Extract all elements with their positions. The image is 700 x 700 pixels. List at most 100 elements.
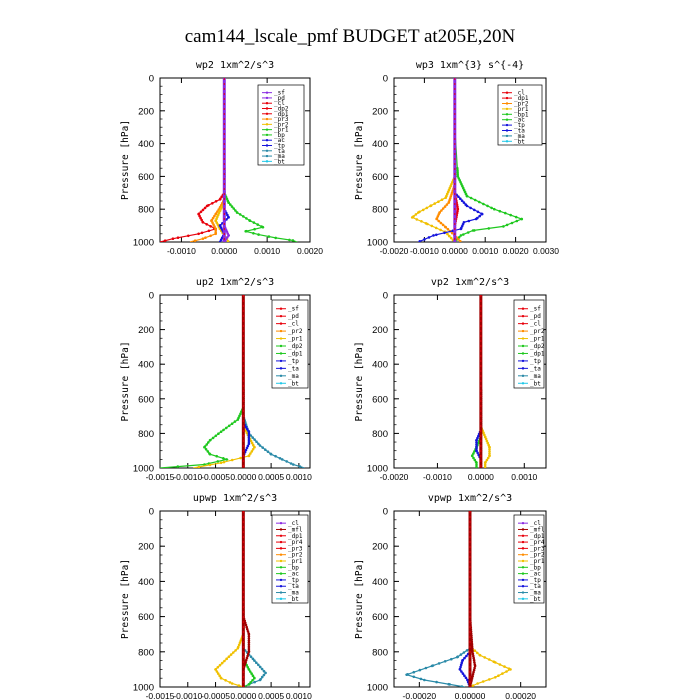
series-marker	[206, 450, 210, 453]
series-marker	[470, 454, 474, 458]
series-marker	[481, 680, 485, 683]
series-marker	[473, 450, 476, 453]
legend-label: _dp1	[274, 111, 289, 118]
series-marker	[488, 678, 491, 681]
series-marker	[257, 233, 260, 236]
legend-marker	[265, 144, 269, 147]
y-tick-label: 600	[138, 612, 154, 623]
y-axis-label: Pressure [hPa]	[120, 559, 131, 639]
series-marker	[421, 208, 425, 212]
legend-label: _sf	[274, 90, 285, 97]
series-marker	[227, 655, 231, 658]
legend-label: _ac	[288, 571, 299, 578]
series-marker	[471, 647, 474, 650]
series-marker	[200, 218, 203, 222]
series-marker	[450, 193, 453, 196]
series-marker	[244, 448, 248, 452]
series-marker	[219, 226, 223, 229]
legend: _sf_pd_cl_pr2_pr1_dp2_dp1_tp_ta_ma_bt	[271, 299, 309, 389]
series-marker	[427, 236, 431, 239]
series-marker	[244, 425, 248, 429]
legend-marker	[279, 572, 283, 575]
figure-title: cam144_lscale_pmf BUDGET at205E,20N	[185, 26, 516, 47]
series-marker	[247, 641, 251, 644]
series-marker	[250, 672, 253, 675]
legend-marker	[521, 559, 525, 563]
series-marker	[225, 657, 228, 661]
series-marker	[247, 440, 251, 444]
legend-label: _tp	[530, 577, 541, 584]
series-marker	[419, 677, 423, 681]
series-marker	[445, 203, 449, 206]
x-tick-label: -0.0010	[173, 472, 202, 482]
legend-label: _dp1	[288, 533, 303, 540]
series-marker	[509, 668, 512, 671]
series-marker	[430, 664, 434, 668]
legend-marker	[279, 547, 283, 550]
series-marker	[483, 463, 487, 467]
series-marker	[213, 225, 216, 228]
y-tick-label: 1000	[133, 683, 154, 694]
series-marker	[487, 227, 491, 230]
series-marker	[225, 230, 229, 233]
series-marker	[239, 456, 242, 460]
series-marker	[245, 625, 248, 629]
series-marker	[230, 205, 234, 208]
series-marker	[410, 216, 414, 219]
legend-marker	[505, 134, 509, 138]
legend-label: _pr3	[274, 116, 289, 123]
series-marker	[258, 678, 262, 682]
series-marker	[460, 661, 464, 664]
series-marker	[510, 221, 514, 225]
series-marker	[214, 668, 217, 671]
series-marker	[201, 208, 205, 212]
series-marker	[488, 450, 491, 453]
legend-label: _tp	[288, 577, 299, 584]
x-tick-label: -0.0010	[167, 246, 196, 256]
series-marker	[262, 669, 266, 673]
series-marker	[248, 670, 252, 673]
legend-label: _pr2	[530, 552, 545, 559]
series-marker	[246, 444, 250, 448]
legend-label: _tp	[514, 122, 525, 129]
series-marker	[459, 197, 462, 200]
y-tick-label: 0	[149, 291, 154, 302]
series-marker	[249, 439, 253, 443]
series-marker	[262, 673, 266, 677]
series-marker	[291, 239, 295, 242]
series-marker	[225, 458, 228, 461]
x-tick-label: 0.0010	[472, 246, 498, 256]
panel-4: vp2 1xm^2/s^3 Pressure [hPa] 0 200 400 600 800…	[354, 277, 547, 482]
series-marker	[465, 194, 469, 198]
series-marker	[292, 463, 295, 466]
series-marker	[251, 436, 254, 439]
series-marker	[475, 449, 478, 453]
series-marker	[252, 443, 255, 447]
series-marker	[247, 650, 251, 654]
series-marker	[464, 192, 468, 196]
series-marker	[237, 643, 241, 647]
series-marker	[225, 197, 229, 200]
series-marker	[203, 206, 207, 210]
series-marker	[218, 674, 221, 677]
series-marker	[471, 650, 474, 654]
series-marker	[476, 210, 480, 214]
series-marker	[218, 240, 222, 242]
x-tick-label: 0.0000	[468, 472, 494, 482]
series-marker	[460, 670, 463, 673]
series-marker	[480, 212, 484, 216]
series-marker	[455, 203, 459, 206]
series-marker	[490, 206, 493, 210]
legend-marker	[279, 585, 283, 588]
series-marker	[289, 462, 293, 465]
series-marker	[274, 454, 277, 458]
series-marker	[227, 201, 230, 204]
series-marker	[423, 678, 426, 682]
series-marker	[247, 434, 251, 438]
series-marker	[242, 215, 245, 218]
y-tick-label: 200	[372, 106, 388, 117]
legend-label: _tp	[288, 358, 299, 365]
series-marker	[471, 673, 475, 676]
series-marker	[443, 205, 447, 208]
